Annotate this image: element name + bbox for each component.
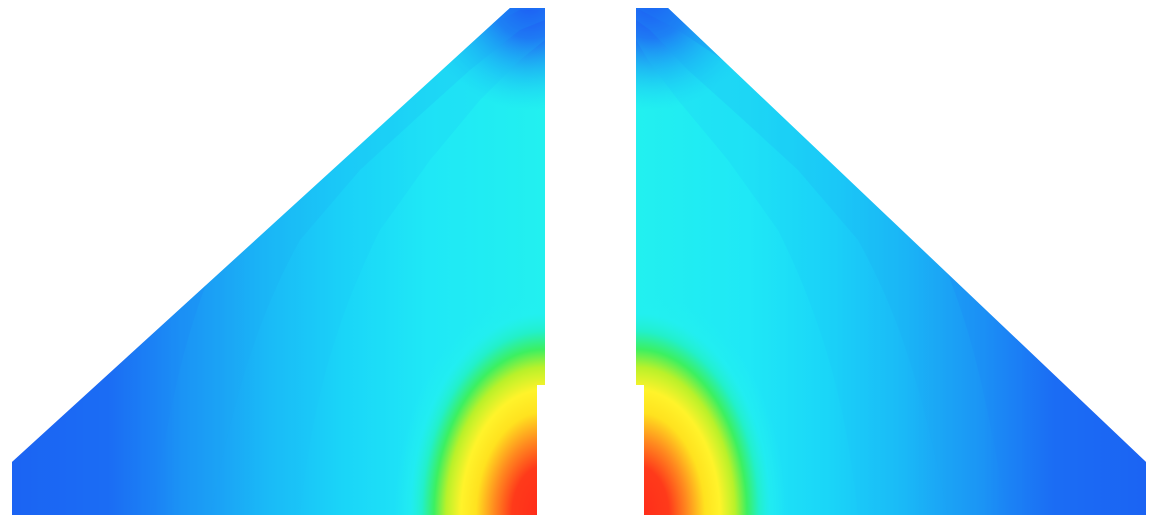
right-hot-zone: [636, 8, 1146, 515]
right-wedge-field: [636, 8, 1146, 515]
left-wedge-field: [12, 8, 545, 515]
left-hot-zone: [12, 8, 545, 515]
